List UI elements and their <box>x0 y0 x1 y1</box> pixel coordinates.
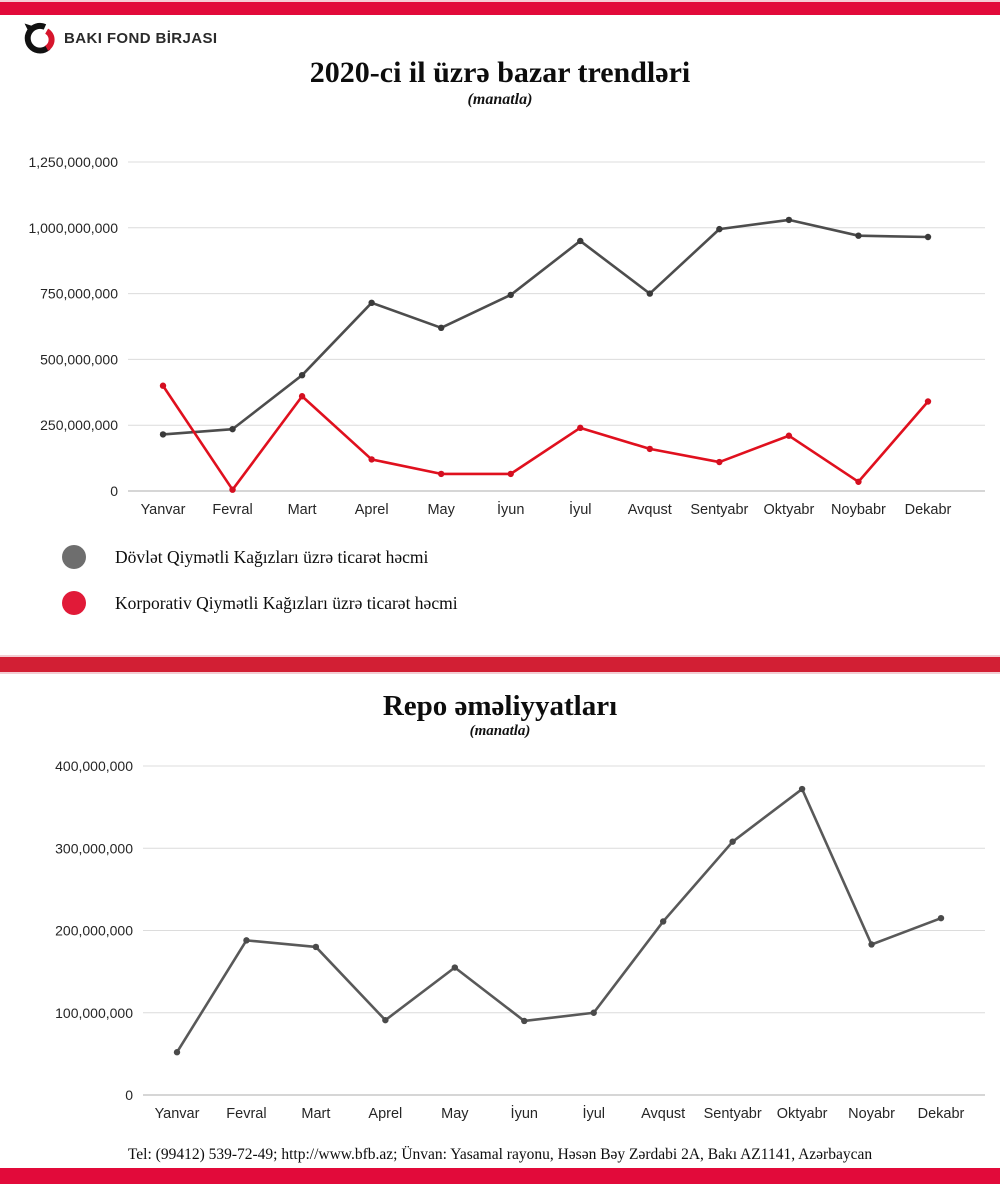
x-tick-label: May <box>441 1106 469 1122</box>
x-tick-label: Noyabr <box>848 1106 895 1122</box>
x-tick-label: Avqust <box>628 502 672 518</box>
data-point <box>785 216 793 224</box>
x-tick-label: Dekabr <box>918 1106 965 1122</box>
data-point <box>437 470 445 478</box>
x-tick-label: Dekabr <box>905 502 952 518</box>
data-point <box>507 470 514 478</box>
x-tick-label: Sentyabr <box>690 502 748 518</box>
data-point <box>229 425 236 433</box>
repo-operations-chart: 0 100,000,000 200,000,000 300,000,000 400,00… <box>55 758 985 1122</box>
market-trends-title: 2020-ci il üzrə bazar trendləri <box>309 56 691 89</box>
data-point <box>855 478 862 485</box>
data-point <box>868 941 875 948</box>
data-point <box>298 393 306 400</box>
x-tick-label: Aprel <box>355 502 389 518</box>
y-tick-label: 0 <box>125 1087 133 1103</box>
y-tick-label: 100,000,000 <box>55 1005 133 1021</box>
legend-item-government: Dövlət Qiymətli Kağızları üzrə ticarət h… <box>62 545 458 569</box>
data-point <box>382 1016 389 1024</box>
x-tick-label: İyul <box>582 1104 605 1122</box>
government-series-label: Dövlət Qiymətli Kağızları üzrə ticarət h… <box>115 546 429 567</box>
series-line <box>161 218 930 436</box>
x-tick-label: Fevral <box>226 1106 266 1122</box>
top-red-bar <box>0 0 1000 15</box>
x-tick-label: Mart <box>288 502 317 518</box>
data-point <box>368 456 375 463</box>
x-tick-label: Yanvar <box>141 502 186 518</box>
data-point <box>716 458 723 466</box>
series-line <box>161 384 930 491</box>
x-tick-label: İyun <box>497 500 524 518</box>
section-divider-bar <box>0 655 1000 674</box>
data-point <box>924 398 932 405</box>
bfb-logo-icon <box>22 21 56 55</box>
bottom-red-bar <box>0 1168 1000 1184</box>
brand-header: BAKI FOND BİRJASI <box>22 21 217 55</box>
y-tick-label: 1,250,000,000 <box>28 154 118 170</box>
legend-item-corporate: Korporativ Qiymətli Kağızları üzrə ticar… <box>62 591 458 615</box>
x-tick-label: Sentyabr <box>704 1106 762 1122</box>
data-point <box>855 232 862 239</box>
y-tick-label: 400,000,000 <box>55 758 133 774</box>
data-point <box>659 918 667 925</box>
data-point <box>729 838 736 845</box>
footer-contact: Tel: (99412) 539-72-49; http://www.bfb.a… <box>127 1146 873 1163</box>
corporate-series-swatch <box>62 591 86 615</box>
x-tick-label: Aprel <box>368 1106 402 1122</box>
x-tick-label: İyun <box>511 1104 538 1122</box>
market-trends-chart: 0 250,000,000 500,000,000 750,000,000 1,000,… <box>28 154 985 518</box>
data-point <box>243 937 250 944</box>
data-point <box>577 237 584 245</box>
data-point <box>798 785 806 793</box>
x-tick-label: Yanvar <box>155 1106 200 1122</box>
y-tick-label: 200,000,000 <box>55 923 133 939</box>
x-tick-label: Noybabr <box>831 502 886 518</box>
x-tick-label: Avqust <box>641 1106 685 1122</box>
data-point <box>451 964 459 971</box>
x-tick-label: Fevral <box>212 502 252 518</box>
data-point <box>924 233 932 241</box>
data-point <box>937 914 945 922</box>
data-point <box>437 324 445 332</box>
series-line <box>175 787 943 1054</box>
data-point <box>521 1017 528 1025</box>
x-tick-label: İyul <box>569 500 592 518</box>
data-point <box>577 424 584 432</box>
y-tick-label: 0 <box>110 483 118 499</box>
data-point <box>298 371 306 379</box>
y-tick-label: 750,000,000 <box>40 286 118 302</box>
x-tick-label: Mart <box>301 1106 330 1122</box>
corporate-series-label: Korporativ Qiymətli Kağızları üzrə ticar… <box>115 592 458 613</box>
y-tick-label: 1,000,000,000 <box>28 220 118 236</box>
data-point <box>590 1009 597 1016</box>
repo-subtitle: (manatla) <box>469 723 531 739</box>
data-point <box>785 432 793 439</box>
data-point <box>159 382 167 389</box>
brand-name: BAKI FOND BİRJASI <box>64 29 218 47</box>
data-point <box>312 943 320 951</box>
data-point <box>159 431 167 438</box>
y-tick-label: 250,000,000 <box>40 417 118 433</box>
data-point <box>646 290 654 297</box>
market-trends-subtitle: (manatla) <box>467 91 533 108</box>
x-tick-label: Oktyabr <box>764 502 815 518</box>
data-point <box>507 291 514 299</box>
data-point <box>229 486 236 493</box>
repo-title: Repo əməliyyatları <box>382 690 618 722</box>
x-tick-label: Oktyabr <box>777 1106 828 1122</box>
data-point <box>173 1049 181 1056</box>
market-trends-legend: Dövlət Qiymətli Kağızları üzrə ticarət h… <box>62 545 458 637</box>
government-series-swatch <box>62 545 86 569</box>
x-tick-label: May <box>427 502 455 518</box>
y-tick-label: 300,000,000 <box>55 840 133 856</box>
y-tick-label: 500,000,000 <box>40 351 118 367</box>
data-point <box>716 225 723 233</box>
data-point <box>368 299 375 307</box>
data-point <box>646 445 654 453</box>
